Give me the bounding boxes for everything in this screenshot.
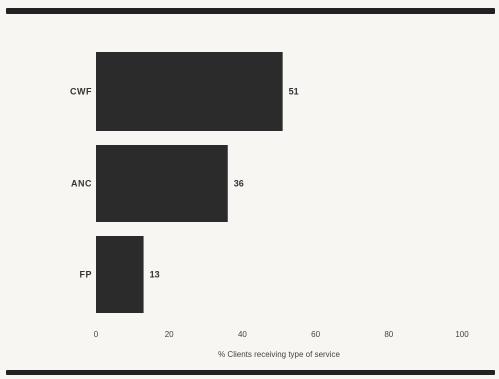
category-labels: CWF ANC FP [70,87,92,280]
category-label-fp: FP [79,270,92,280]
x-tick-100: 100 [455,330,469,339]
bars-group [96,52,283,313]
x-tick-20: 20 [165,330,174,339]
bar-cwf [96,52,283,131]
value-label-cwf: 51 [289,87,299,97]
category-label-anc: ANC [71,179,92,189]
bar-fp [96,236,144,313]
x-tick-labels: 0 20 40 60 80 100 [94,330,469,339]
x-tick-0: 0 [94,330,99,339]
bar-anc [96,145,228,222]
top-border-rule [6,8,495,14]
value-label-fp: 13 [150,270,160,280]
bottom-border-rule [6,370,495,375]
x-tick-60: 60 [311,330,320,339]
value-labels: 51 36 13 [150,87,299,280]
x-tick-80: 80 [384,330,393,339]
x-tick-40: 40 [238,330,247,339]
x-axis-title: % Clients receiving type of service [218,350,340,359]
value-label-anc: 36 [234,179,244,189]
category-label-cwf: CWF [70,87,92,97]
